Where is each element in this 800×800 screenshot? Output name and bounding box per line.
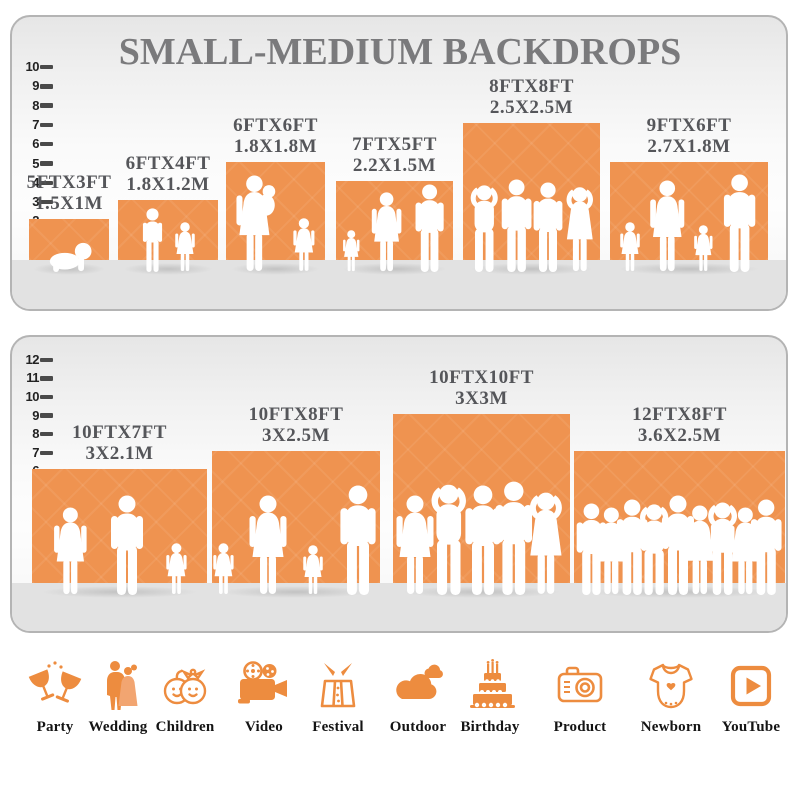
children-icon xyxy=(163,668,207,705)
category-label: YouTube xyxy=(721,719,781,735)
video-icon xyxy=(238,661,287,704)
category-outdoor: Outdoor xyxy=(376,658,460,736)
category-label: Video xyxy=(245,719,283,735)
category-label: Birthday xyxy=(460,719,520,735)
youtube-icon xyxy=(730,665,772,707)
birthday-icon xyxy=(470,659,515,708)
category-video: Video xyxy=(222,658,306,736)
category-newborn: Newborn xyxy=(629,658,713,736)
product-icon xyxy=(557,666,603,703)
festival-icon xyxy=(320,663,356,708)
category-label: Festival xyxy=(312,719,364,735)
category-birthday: Birthday xyxy=(448,658,532,736)
page-title: SMALL-MEDIUM BACKDROPS xyxy=(118,31,682,73)
category-label: Product xyxy=(553,719,607,735)
category-label: Wedding xyxy=(88,719,148,735)
floor-strip xyxy=(12,260,786,309)
category-youtube: YouTube xyxy=(709,658,793,736)
category-label: Party xyxy=(36,719,74,735)
category-festival: Festival xyxy=(296,658,380,736)
category-product: Product xyxy=(538,658,622,736)
wedding-icon xyxy=(107,661,138,710)
newborn-icon xyxy=(649,663,693,709)
party-icon xyxy=(28,661,82,703)
outdoor-icon xyxy=(396,664,443,699)
panel-medium-large xyxy=(10,335,788,633)
category-children: Children xyxy=(143,658,227,736)
category-label: Children xyxy=(155,719,215,735)
category-label: Outdoor xyxy=(389,719,447,735)
category-party: Party xyxy=(13,658,97,736)
category-wedding: Wedding xyxy=(76,658,160,736)
category-label: Newborn xyxy=(640,719,702,735)
floor-strip xyxy=(12,583,786,631)
